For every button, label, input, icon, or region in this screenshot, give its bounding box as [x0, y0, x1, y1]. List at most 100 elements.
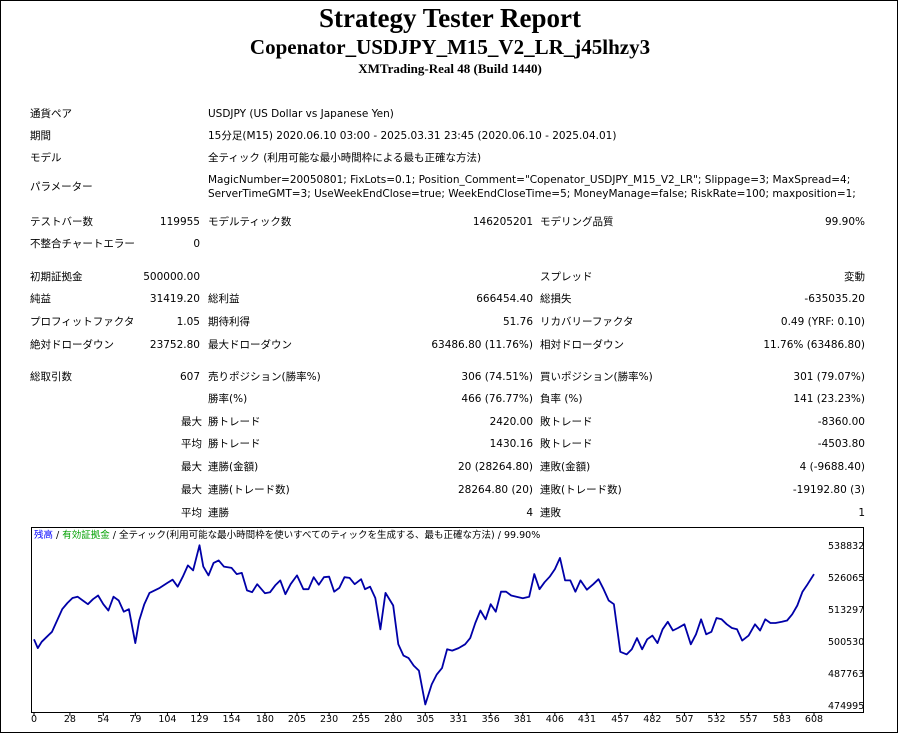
cons-losses-trades-value: -19192.80 (3)	[792, 484, 865, 496]
server-build: XMTrading-Real 48 (Build 1440)	[358, 61, 542, 76]
avg-loss-value: -4503.80	[817, 438, 865, 450]
max-drawdown-value: 63486.80 (11.76%)	[431, 339, 533, 351]
balance-series-line	[33, 544, 815, 706]
symbol-value: USDJPY (US Dollar vs Japanese Yen)	[208, 108, 394, 120]
abs-drawdown-value: 23752.80	[149, 339, 200, 351]
x-tick-label: 230	[319, 714, 339, 725]
x-tick-label: 583	[772, 714, 791, 725]
cons-losses-amount-value: 4 (-9688.40)	[799, 461, 865, 473]
legend-quality: / 99.90%	[494, 530, 541, 541]
cons-wins-trades-label: 連勝(トレード数)	[208, 484, 290, 496]
x-tick-label: 557	[739, 714, 758, 725]
cons-losses-trades-label: 連敗(トレード数)	[540, 484, 622, 496]
total-trades-value: 607	[179, 371, 200, 383]
avg-prefix: 平均	[181, 507, 202, 519]
x-tick-label: 0	[30, 714, 38, 725]
legend-separator: /	[53, 530, 63, 541]
x-tick-label: 154	[222, 714, 241, 725]
x-tick-label: 305	[416, 714, 435, 725]
max-prefix: 最大	[181, 484, 202, 496]
cons-losses-amount-label: 連敗(金額)	[540, 461, 591, 473]
cons-wins-amount-label: 連勝(金額)	[208, 461, 259, 473]
params-line-2: ServerTimeGMT=3; UseWeekEndClose=true; W…	[208, 188, 856, 200]
period-value: 15分足(M15) 2020.06.10 03:00 - 2025.03.31 …	[208, 130, 617, 142]
quality-label: モデリング品質	[540, 216, 614, 228]
legend-model: 全ティック(利用可能な最小時間枠を使いすべてのティックを生成する、最も正確な方法…	[119, 530, 495, 541]
avg-cons-losses-label: 連敗	[540, 507, 561, 519]
net-profit-label: 純益	[30, 293, 51, 305]
x-tick-label: 180	[255, 714, 274, 725]
x-tick-label: 356	[481, 714, 500, 725]
legend-balance: 残高	[34, 530, 54, 541]
x-tick-label: 54	[97, 714, 110, 725]
loss-rate-value: 141 (23.23%)	[793, 393, 865, 405]
x-tick-label: 431	[577, 714, 596, 725]
recovery-factor-label: リカバリーファクタ	[540, 316, 634, 328]
params-label: パラメーター	[30, 181, 93, 193]
long-positions-label: 買いポジション(勝率%)	[540, 371, 653, 383]
largest-loss-value: -8360.00	[817, 416, 865, 428]
max-prefix: 最大	[181, 416, 202, 428]
x-tick-label: 79	[129, 714, 142, 725]
x-tick-label: 280	[384, 714, 403, 725]
model-label: モデル	[30, 152, 62, 164]
long-positions-value: 301 (79.07%)	[793, 371, 865, 383]
expected-payoff-value: 51.76	[502, 316, 533, 328]
win-rate-value: 466 (76.77%)	[461, 393, 533, 405]
gross-profit-value: 666454.40	[476, 293, 533, 305]
ticks-value: 146205201	[472, 216, 533, 228]
gross-loss-value: -635035.20	[804, 293, 865, 305]
avg-cons-wins-label: 連勝	[208, 507, 229, 519]
avg-win-value: 1430.16	[489, 438, 533, 450]
chart-legend: 残高 / 有効証拠金 / 全ティック(利用可能な最小時間枠を使いすべてのティック…	[34, 530, 540, 542]
y-tick-label: 513297	[828, 605, 865, 616]
x-tick-label: 406	[545, 714, 564, 725]
x-tick-label: 507	[675, 714, 694, 725]
x-tick-label: 255	[352, 714, 371, 725]
x-tick-label: 482	[643, 714, 662, 725]
period-label: 期間	[30, 130, 51, 142]
y-tick-label: 500530	[828, 637, 865, 648]
legend-separator: /	[109, 530, 120, 541]
cons-wins-amount-value: 20 (28264.80)	[458, 461, 533, 473]
legend-equity: 有効証拠金	[62, 530, 110, 541]
ea-name: Copenator_USDJPY_M15_V2_LR_j45lhzy3	[249, 35, 651, 59]
params-line-1: MagicNumber=20050801; FixLots=0.1; Posit…	[208, 174, 851, 186]
mismatch-value: 0	[193, 238, 200, 250]
avg-prefix: 平均	[181, 438, 202, 450]
deposit-value: 500000.00	[143, 271, 200, 283]
deposit-label: 初期証拠金	[30, 271, 83, 283]
x-tick-label: 205	[287, 714, 307, 725]
max-drawdown-label: 最大ドローダウン	[208, 339, 292, 351]
largest-win-label: 勝トレード	[208, 416, 261, 428]
largest-loss-label: 敗トレード	[540, 416, 593, 428]
x-tick-label: 331	[449, 714, 468, 725]
bars-value: 119955	[159, 216, 200, 228]
quality-value: 99.90%	[824, 216, 865, 228]
short-positions-value: 306 (74.51%)	[461, 371, 533, 383]
report-title: Strategy Tester Report	[319, 3, 581, 33]
x-tick-label: 104	[158, 714, 177, 725]
gross-loss-label: 総損失	[540, 293, 572, 305]
rel-drawdown-label: 相対ドローダウン	[540, 339, 624, 351]
avg-cons-losses-value: 1	[858, 507, 865, 519]
short-positions-label: 売りポジション(勝率%)	[208, 371, 321, 383]
y-tick-label: 538832	[828, 541, 865, 552]
x-tick-label: 28	[63, 714, 76, 725]
cons-wins-trades-value: 28264.80 (20)	[458, 484, 533, 496]
ticks-label: モデルティック数	[208, 216, 292, 228]
x-tick-label: 457	[611, 714, 630, 725]
spread-value: 変動	[844, 271, 865, 283]
spread-label: スプレッド	[540, 271, 593, 283]
win-rate-label: 勝率(%)	[208, 393, 248, 405]
recovery-factor-value: 0.49 (YRF: 0.10)	[780, 316, 865, 328]
x-tick-label: 381	[513, 714, 532, 725]
avg-loss-label: 敗トレード	[540, 438, 593, 450]
x-tick-label: 129	[190, 714, 209, 725]
profit-factor-label: プロフィットファクタ	[30, 316, 135, 328]
avg-win-label: 勝トレード	[208, 438, 261, 450]
x-tick-label: 532	[707, 714, 726, 725]
total-trades-label: 総取引数	[30, 371, 72, 383]
